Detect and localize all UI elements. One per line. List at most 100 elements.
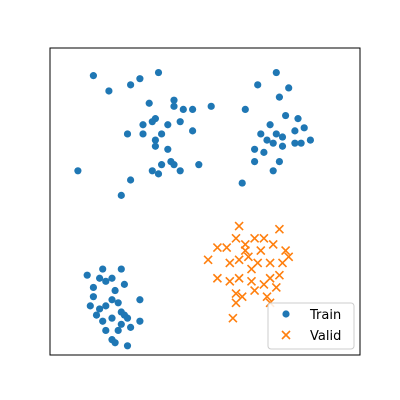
- train-point-41: [269, 139, 277, 147]
- train-point-44: [275, 157, 283, 166]
- train-point-76: [117, 320, 125, 328]
- train-point-72: [114, 299, 122, 307]
- train-point-42: [272, 130, 280, 138]
- train-point-33: [123, 130, 132, 138]
- train-point-13: [164, 145, 172, 153]
- train-point-82: [123, 342, 132, 350]
- train-point-81: [111, 339, 119, 347]
- plot-frame: [49, 47, 361, 356]
- data-points: [74, 68, 314, 350]
- train-point-71: [111, 286, 119, 295]
- valid-point-19: [234, 273, 244, 283]
- train-point-6: [139, 121, 147, 129]
- train-point-59: [96, 274, 104, 282]
- train-point-79: [102, 326, 110, 335]
- train-point-15: [189, 127, 197, 135]
- train-point-0: [89, 72, 97, 80]
- valid-point-32: [246, 264, 257, 274]
- train-point-58: [83, 271, 91, 279]
- train-point-55: [254, 81, 262, 89]
- train-point-66: [108, 314, 116, 322]
- train-point-40: [257, 130, 265, 138]
- valid-point-0: [234, 221, 244, 231]
- valid-point-28: [262, 292, 272, 302]
- train-point-78: [114, 326, 122, 335]
- train-point-3: [136, 75, 144, 83]
- train-point-84: [136, 296, 144, 304]
- valid-point-1: [274, 224, 284, 234]
- train-point-53: [272, 68, 280, 77]
- train-point-31: [241, 105, 249, 113]
- train-point-87: [99, 265, 107, 273]
- legend-marker-train: [282, 310, 290, 318]
- train-point-10: [151, 136, 159, 144]
- train-point-51: [300, 124, 308, 132]
- train-point-50: [294, 115, 302, 123]
- train-point-85: [117, 265, 125, 273]
- train-point-62: [86, 302, 94, 310]
- train-point-57: [269, 167, 277, 175]
- train-point-9: [148, 118, 156, 126]
- train-point-36: [263, 136, 271, 144]
- train-point-47: [297, 139, 305, 147]
- train-point-67: [96, 305, 104, 313]
- valid-point-17: [212, 273, 222, 283]
- train-point-23: [176, 118, 184, 126]
- train-point-29: [195, 161, 203, 169]
- train-point-26: [117, 191, 125, 199]
- train-point-43: [278, 133, 287, 141]
- valid-point-35: [231, 233, 241, 243]
- train-point-4: [154, 68, 163, 77]
- train-point-18: [189, 105, 197, 113]
- train-point-61: [102, 277, 110, 285]
- train-point-39: [260, 148, 268, 156]
- legend-marker-valid: [281, 330, 291, 340]
- valid-point-26: [250, 285, 260, 296]
- valid-point-7: [259, 233, 269, 243]
- valid-point-23: [271, 282, 281, 293]
- train-point-56: [238, 179, 246, 187]
- valid-point-33: [274, 270, 284, 280]
- train-point-21: [167, 157, 175, 166]
- valid-point-20: [246, 276, 257, 286]
- train-point-30: [207, 102, 215, 110]
- train-point-65: [99, 317, 107, 325]
- train-point-12: [158, 130, 166, 138]
- legend-label-valid: Valid: [310, 329, 341, 344]
- valid-point-27: [231, 298, 241, 308]
- valid-point-31: [256, 246, 266, 256]
- valid-point-4: [222, 242, 232, 253]
- valid-point-14: [265, 258, 275, 268]
- valid-point-3: [212, 242, 222, 253]
- train-point-68: [102, 302, 110, 310]
- train-point-38: [251, 145, 259, 153]
- train-point-27: [154, 170, 163, 178]
- legend-label-train: Train: [309, 308, 341, 323]
- train-point-34: [266, 121, 274, 129]
- valid-point-24: [231, 289, 241, 299]
- train-point-63: [89, 293, 97, 301]
- train-point-77: [127, 323, 135, 331]
- train-point-8: [139, 130, 147, 138]
- valid-point-8: [268, 239, 278, 250]
- legend-symbol-train: [282, 310, 290, 318]
- valid-point-34: [228, 313, 238, 323]
- train-point-49: [306, 136, 314, 144]
- train-point-1: [105, 87, 113, 95]
- train-point-54: [285, 84, 293, 92]
- train-point-35: [275, 93, 283, 101]
- train-point-16: [170, 102, 178, 110]
- valid-point-16: [284, 252, 294, 262]
- legend-symbol-valid: [281, 330, 291, 340]
- valid-point-6: [250, 233, 260, 243]
- train-point-5: [145, 99, 153, 107]
- train-point-48: [291, 127, 299, 135]
- train-point-28: [148, 167, 156, 175]
- valid-point-18: [225, 276, 235, 286]
- train-point-69: [108, 296, 116, 304]
- train-point-86: [120, 280, 128, 288]
- train-point-70: [108, 274, 116, 282]
- train-point-37: [251, 157, 259, 166]
- train-point-22: [164, 121, 172, 129]
- valid-point-12: [243, 252, 253, 262]
